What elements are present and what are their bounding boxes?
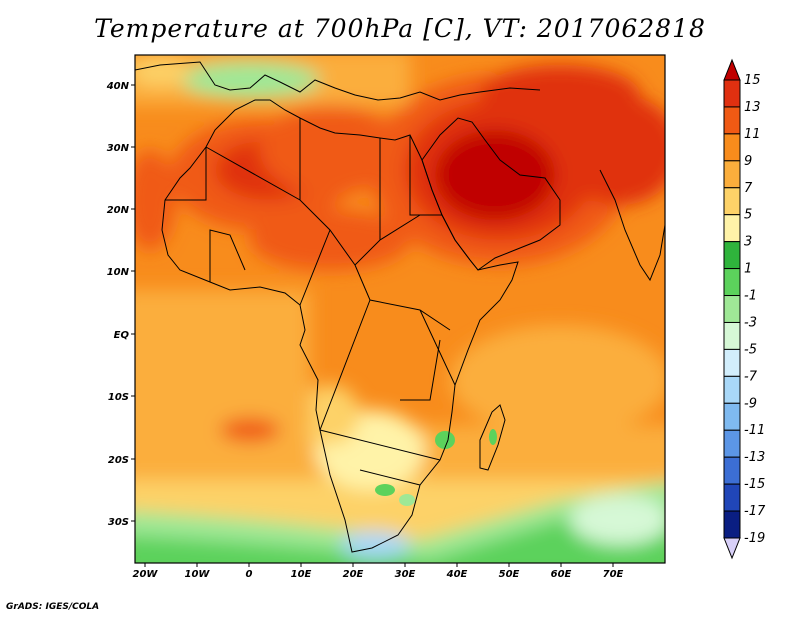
colorbar-label: 7 — [744, 181, 753, 196]
colorbar-segment — [723, 160, 741, 189]
colorbar-segment — [723, 321, 741, 350]
colorbar-segment — [723, 348, 741, 377]
lon-label: 0 — [246, 569, 253, 580]
colorbar-segment — [723, 483, 741, 512]
lon-label: 40E — [446, 569, 468, 580]
colorbar-label: -11 — [744, 423, 765, 438]
lon-label: 20E — [343, 569, 364, 580]
colorbar-label: -19 — [744, 531, 765, 546]
colorbar-segment — [723, 79, 741, 108]
lon-label: 30E — [395, 569, 416, 580]
lat-label: EQ — [114, 330, 130, 341]
colorbar-top-arrow — [723, 58, 741, 81]
lat-label: 20N — [107, 205, 130, 216]
colorbar-label: -17 — [744, 504, 766, 519]
lat-label: 10S — [108, 392, 129, 403]
colorbar-segment — [723, 456, 741, 485]
colorbar-segment — [723, 187, 741, 216]
colorbar: 15 13 11 9 7 5 3 1 -1 -3 -5 -7 -9 -11 -13 -15 -17 -19 — [723, 58, 766, 560]
coastlines — [135, 61, 665, 553]
axis-ticks — [131, 84, 614, 567]
colorbar-segment — [723, 402, 741, 431]
lat-label: 20S — [108, 455, 129, 466]
colorbar-label: -5 — [744, 342, 757, 357]
longitude-labels: 20W 10W 0 10E 20E 30E 40E 50E 60E 70E — [133, 569, 624, 580]
lat-label: 40N — [106, 81, 130, 92]
colorbar-label: 5 — [744, 208, 752, 223]
colorbar-label: 1 — [744, 262, 752, 277]
lon-label: 50E — [499, 569, 520, 580]
colorbar-label: -15 — [744, 477, 765, 492]
lon-label: 20W — [133, 569, 159, 580]
colorbar-segment — [723, 375, 741, 404]
latitude-labels: 40N 30N 20N 10N EQ 10S 20S 30S — [106, 81, 130, 528]
colorbar-segment — [723, 214, 741, 243]
colorbar-segment — [723, 106, 741, 135]
lon-label: 70E — [603, 569, 624, 580]
temperature-field — [135, 55, 665, 563]
colorbar-label: -7 — [744, 369, 758, 384]
lon-label: 60E — [551, 569, 572, 580]
lon-label: 10W — [185, 569, 211, 580]
lat-label: 30N — [107, 143, 130, 154]
map-frame — [134, 54, 666, 564]
footer-credit: GrADS: IGES/COLA — [6, 602, 100, 612]
colorbar-label: -3 — [744, 315, 757, 330]
colorbar-label: -9 — [744, 396, 757, 411]
colorbar-label: 11 — [744, 127, 761, 142]
colorbar-bottom-arrow — [723, 537, 741, 560]
colorbar-label: 15 — [744, 73, 761, 88]
lat-label: 10N — [107, 267, 130, 278]
colorbar-segment — [723, 241, 741, 270]
colorbar-label: -13 — [744, 450, 765, 465]
colorbar-segment — [723, 510, 741, 539]
colorbar-segment — [723, 268, 741, 297]
colorbar-segment — [723, 295, 741, 323]
colorbar-label: 9 — [744, 154, 752, 169]
map-title: Temperature at 700hPa [C], VT: 201706281… — [94, 14, 706, 43]
colorbar-label: 13 — [744, 100, 761, 115]
lat-label: 30S — [108, 517, 129, 528]
lon-label: 10E — [291, 569, 312, 580]
colorbar-label: -1 — [744, 289, 757, 304]
colorbar-segment — [723, 429, 741, 458]
colorbar-segment — [723, 133, 741, 162]
colorbar-label: 3 — [744, 235, 752, 250]
